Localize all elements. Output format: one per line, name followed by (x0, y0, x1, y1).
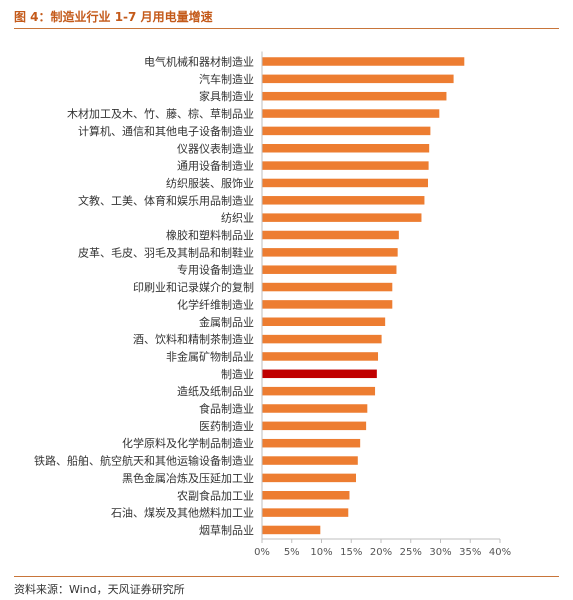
category-label: 黑色金属冶炼及压延加工业 (122, 471, 254, 485)
bar-cat-18 (262, 369, 377, 379)
bar-cat-4 (262, 126, 431, 136)
bar-cat-3 (262, 109, 440, 118)
category-label: 木材加工及木、竹、藤、棕、草制品业 (67, 107, 254, 121)
bar-cat-14 (262, 300, 393, 309)
source-note: 资料来源：Wind，天风证券研究所 (14, 583, 185, 596)
category-labels-group: 电气机械和器材制造业汽车制造业家具制造业木材加工及木、竹、藤、棕、草制品业计算机… (34, 55, 254, 537)
x-tick-label: 40% (489, 547, 511, 558)
bars-group (262, 57, 465, 535)
ticks-group: 0% 5% 10% 15% 20% 25% 30% 35% 40% (254, 538, 511, 558)
category-label: 酒、饮料和精制茶制造业 (133, 332, 254, 346)
figure-title: 图 4：制造业行业 1-7 月用电量增速 (14, 10, 213, 24)
bar-cat-20 (262, 404, 368, 413)
bar-cat-27 (262, 525, 321, 535)
category-label: 印刷业和记录媒介的复制 (133, 280, 254, 294)
bar-cat-10 (262, 230, 399, 240)
bar-cat-15 (262, 317, 386, 326)
category-label: 专用设备制造业 (177, 263, 254, 277)
bar-chart: 电气机械和器材制造业汽车制造业家具制造业木材加工及木、竹、藤、棕、草制品业计算机… (34, 51, 511, 558)
bar-cat-25 (262, 491, 350, 500)
bar-cat-24 (262, 473, 357, 483)
bar-cat-7 (262, 178, 429, 188)
bar-cat-21 (262, 421, 367, 431)
category-label: 石油、煤炭及其他燃料加工业 (111, 506, 254, 520)
top-rule (14, 28, 559, 29)
x-tick-label: 35% (459, 547, 481, 558)
category-label: 烟草制品业 (199, 523, 254, 537)
x-tick-label: 5% (284, 547, 300, 558)
bar-cat-5 (262, 144, 430, 153)
bar-cat-0 (262, 57, 465, 66)
bar-cat-26 (262, 508, 349, 517)
x-tick-label: 10% (310, 547, 332, 558)
bar-cat-1 (262, 74, 454, 84)
bar-cat-22 (262, 438, 361, 448)
x-tick-label: 25% (400, 547, 422, 558)
category-label: 非金属矿物制品业 (166, 349, 254, 363)
category-label: 通用设备制造业 (177, 159, 254, 173)
bar-cat-2 (262, 91, 447, 101)
axes-group (261, 51, 500, 540)
category-label: 计算机、通信和其他电子设备制造业 (78, 124, 254, 138)
category-label: 纺织服装、服饰业 (166, 176, 254, 190)
category-label: 家具制造业 (199, 89, 254, 103)
x-tick-label: 30% (429, 547, 451, 558)
bottom-rule (14, 576, 559, 577)
category-label: 制造业 (221, 367, 254, 381)
category-label: 化学纤维制造业 (177, 297, 254, 311)
bar-cat-17 (262, 352, 379, 361)
bar-cat-16 (262, 334, 382, 344)
category-label: 纺织业 (221, 211, 254, 225)
bar-cat-23 (262, 456, 358, 465)
bar-cat-19 (262, 386, 376, 396)
bar-cat-6 (262, 161, 429, 170)
x-tick-label: 20% (370, 547, 392, 558)
category-label: 仪器仪表制造业 (177, 141, 254, 155)
x-tick-label: 0% (254, 547, 270, 558)
bar-cat-9 (262, 213, 422, 222)
bar-cat-8 (262, 196, 425, 205)
category-label: 医药制造业 (199, 419, 254, 433)
category-label: 农副食品加工业 (177, 488, 254, 502)
category-label: 铁路、船舶、航空航天和其他运输设备制造业 (34, 454, 254, 468)
bar-cat-13 (262, 282, 393, 292)
category-label: 电气机械和器材制造业 (144, 55, 254, 69)
category-label: 汽车制造业 (199, 72, 254, 86)
category-label: 食品制造业 (199, 402, 254, 416)
category-label: 金属制品业 (199, 315, 254, 329)
category-label: 橡胶和塑料制品业 (166, 228, 254, 242)
x-tick-label: 15% (340, 547, 362, 558)
category-label: 皮革、毛皮、羽毛及其制品和制鞋业 (78, 245, 254, 259)
category-label: 文教、工美、体育和娱乐用品制造业 (78, 193, 254, 207)
bar-cat-11 (262, 248, 398, 257)
category-label: 化学原料及化学制品制造业 (122, 436, 254, 450)
bar-cat-12 (262, 265, 397, 274)
category-label: 造纸及纸制品业 (177, 384, 254, 398)
